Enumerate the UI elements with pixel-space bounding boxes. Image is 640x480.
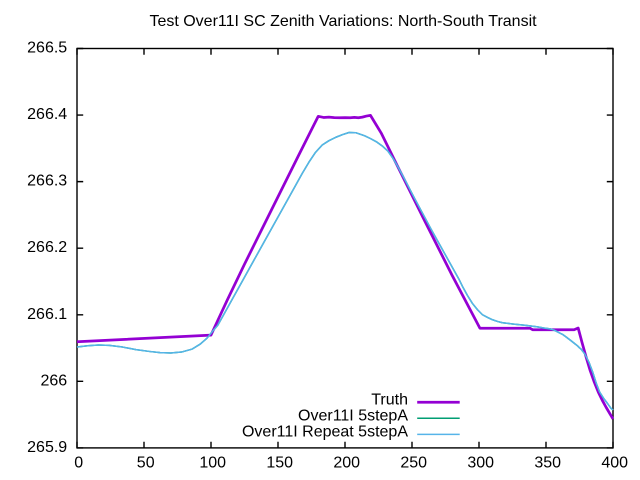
svg-text:Test Over11I SC Zenith Variati: Test Over11I SC Zenith Variations: North… [149, 13, 537, 30]
svg-text:250: 250 [400, 454, 427, 471]
svg-text:Over11I 5stepA: Over11I 5stepA [298, 408, 408, 425]
svg-text:200: 200 [333, 454, 360, 471]
svg-text:0: 0 [74, 454, 83, 471]
svg-text:350: 350 [534, 454, 561, 471]
svg-text:266.2: 266.2 [27, 239, 67, 256]
svg-text:100: 100 [199, 454, 226, 471]
svg-text:Truth: Truth [371, 392, 408, 409]
svg-text:150: 150 [266, 454, 293, 471]
svg-text:300: 300 [467, 454, 494, 471]
svg-text:266.4: 266.4 [27, 106, 67, 123]
svg-text:50: 50 [137, 454, 155, 471]
svg-text:Over11I Repeat 5stepA: Over11I Repeat 5stepA [242, 424, 408, 441]
svg-text:266: 266 [40, 372, 67, 389]
svg-text:266.3: 266.3 [27, 173, 67, 190]
svg-text:266.5: 266.5 [27, 40, 67, 57]
svg-text:265.9: 265.9 [27, 439, 67, 456]
svg-text:266.1: 266.1 [27, 306, 67, 323]
svg-text:400: 400 [601, 454, 628, 471]
